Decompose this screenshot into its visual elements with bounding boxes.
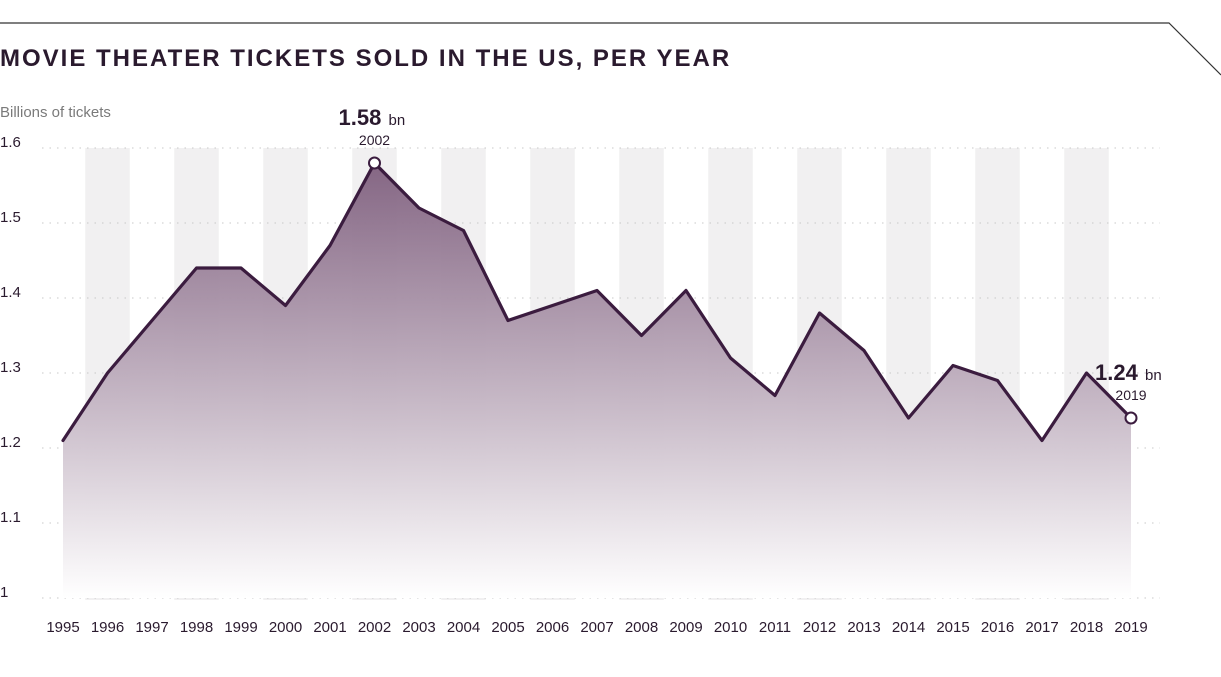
y-tick-label: 1.5 [0,209,21,226]
y-axis-label: Billions of tickets [0,104,111,121]
x-tick-label: 2013 [847,619,880,636]
chart-title: MOVIE THEATER TICKETS SOLD IN THE US, PE… [0,45,731,72]
x-tick-label: 2002 [358,619,391,636]
annotation-year: 2002 [359,132,390,148]
x-tick-label: 2007 [580,619,613,636]
annotation-unit: bn [389,112,406,129]
series-line [61,161,1133,443]
y-tick-label: 1.4 [0,284,21,301]
x-tick-label: 2009 [669,619,702,636]
line-series-group [61,161,1133,443]
x-axis-ticks: 1995 1996 1997 1998 1999 2000 2001 2002 2003 2004… [46,619,1147,636]
x-tick-label: 2014 [892,619,925,636]
x-tick-label: 2016 [981,619,1014,636]
annotation-year: 2019 [1115,387,1146,403]
annotation-value: 1.24 [1095,360,1139,385]
area-fill-group [63,163,1131,598]
x-tick-label: 2010 [714,619,747,636]
x-tick-label: 2012 [803,619,836,636]
header-rule [0,22,1221,76]
y-tick-label: 1.6 [0,134,21,151]
x-tick-label: 2019 [1114,619,1147,636]
x-tick-label: 2003 [402,619,435,636]
annotations: 1.58 bn 2002 1.24 bn 2019 [339,105,1162,425]
y-tick-label: 1 [0,584,8,601]
x-tick-label: 2011 [759,619,791,636]
x-tick-label: 1995 [46,619,79,636]
x-tick-label: 1996 [91,619,124,636]
y-tick-label: 1.1 [0,509,21,526]
y-tick-label: 1.3 [0,359,21,376]
x-tick-label: 1997 [135,619,168,636]
x-tick-label: 2005 [491,619,524,636]
x-tick-label: 2004 [447,619,480,636]
y-tick-label: 1.2 [0,434,21,451]
area-fill [63,163,1131,598]
x-tick-label: 2001 [313,619,346,636]
x-tick-label: 2015 [936,619,969,636]
annotation-unit: bn [1145,367,1162,384]
x-tick-label: 1998 [180,619,213,636]
highlight-marker [368,156,381,170]
x-tick-label: 2017 [1025,619,1058,636]
x-tick-label: 1999 [224,619,257,636]
x-tick-label: 2018 [1070,619,1103,636]
highlight-marker [1124,411,1138,425]
x-tick-label: 2006 [536,619,569,636]
x-tick-label: 2008 [625,619,658,636]
y-axis-ticks: 1 1.1 1.2 1.3 1.4 1.5 1.6 [0,134,21,601]
x-tick-label: 2000 [269,619,302,636]
annotation-value: 1.58 [339,105,382,130]
